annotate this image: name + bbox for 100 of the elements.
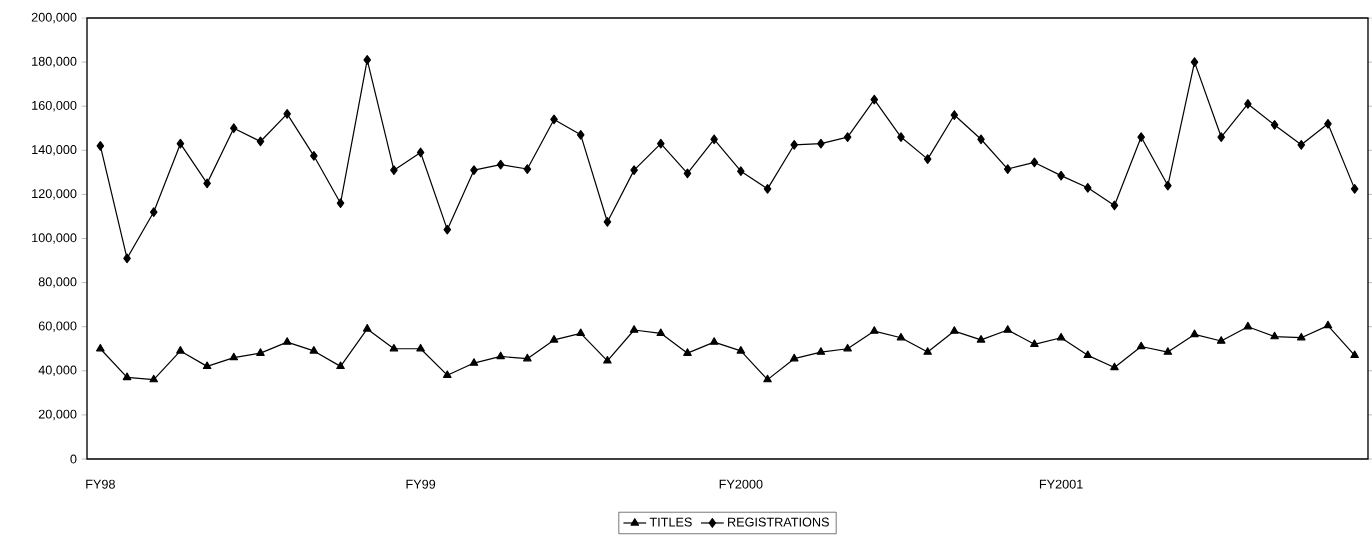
point (336, 198, 345, 209)
point (763, 374, 772, 383)
point (790, 139, 799, 150)
point (523, 164, 532, 174)
point (363, 55, 372, 65)
point (656, 328, 666, 337)
point (443, 224, 452, 235)
point (389, 343, 399, 352)
point (176, 138, 185, 149)
y-tick-label: 180,000 (32, 56, 77, 68)
point (603, 356, 612, 364)
point (1003, 164, 1012, 174)
point (469, 358, 479, 366)
point (123, 253, 131, 264)
y-tick-label: 140,000 (32, 145, 77, 156)
x-tick-label: FY98 (86, 479, 115, 489)
point (737, 166, 745, 177)
point (1003, 325, 1013, 333)
point (683, 348, 692, 356)
point (1190, 329, 1199, 338)
point (736, 346, 746, 354)
x-tick-label: FY2001 (1039, 479, 1083, 489)
point (176, 346, 185, 354)
point (496, 351, 505, 360)
point (950, 326, 959, 334)
point (202, 361, 212, 370)
point (1270, 120, 1279, 130)
point (416, 147, 425, 158)
point (122, 372, 132, 381)
point (816, 347, 826, 355)
point (870, 94, 879, 105)
point (362, 324, 372, 332)
x-tick-label: FY2000 (719, 479, 763, 489)
point (149, 374, 159, 383)
point (549, 335, 559, 343)
point (976, 335, 986, 343)
point (789, 353, 799, 362)
point (416, 343, 425, 352)
point (96, 343, 105, 352)
point (897, 132, 905, 142)
legend-label: REGISTRATIONS (728, 517, 829, 527)
point (950, 110, 959, 120)
point (1030, 157, 1039, 168)
point (1323, 320, 1333, 329)
point (843, 132, 852, 142)
point (1296, 332, 1306, 341)
y-tick-label: 160,000 (32, 100, 77, 112)
y-tick-label: 100,000 (32, 233, 77, 244)
y-tick-label: 0 (70, 454, 77, 464)
y-tick-label: 20,000 (38, 409, 77, 421)
point (1137, 132, 1145, 142)
point (1110, 200, 1119, 211)
point (229, 352, 239, 361)
point (629, 325, 639, 333)
point (817, 138, 825, 149)
point (1243, 321, 1253, 330)
x-tick-label: FY99 (406, 479, 436, 489)
point (496, 159, 505, 170)
y-tick-label: 120,000 (32, 189, 77, 200)
point (1297, 139, 1306, 150)
point (310, 150, 318, 161)
point (977, 134, 985, 145)
point (1270, 331, 1279, 340)
point (710, 134, 718, 145)
point (336, 361, 345, 370)
point (96, 141, 105, 151)
point (896, 332, 906, 341)
point (869, 326, 879, 334)
point (1083, 182, 1092, 193)
y-tick-label: 200,000 (31, 12, 77, 24)
point (1190, 57, 1199, 67)
point (656, 138, 665, 149)
point (923, 347, 932, 355)
point (1030, 339, 1039, 348)
point (1163, 347, 1173, 355)
point (523, 353, 532, 362)
point (309, 346, 319, 354)
point (550, 114, 558, 125)
point (256, 136, 265, 147)
point (1110, 362, 1119, 371)
point (1350, 184, 1359, 194)
point (256, 348, 265, 356)
point (1057, 170, 1065, 181)
point (923, 154, 932, 164)
point (283, 109, 291, 119)
point (576, 328, 586, 337)
point (683, 168, 692, 179)
point (1136, 341, 1146, 350)
point (442, 370, 452, 378)
point (1216, 336, 1226, 344)
point (149, 207, 158, 217)
legend-label: TITLES (649, 517, 692, 527)
point (630, 165, 638, 175)
point (1244, 99, 1252, 109)
point (390, 165, 398, 175)
point (709, 337, 719, 345)
y-tick-label: 60,000 (38, 321, 77, 332)
point (470, 165, 478, 175)
point (1324, 118, 1332, 129)
point (763, 184, 772, 194)
